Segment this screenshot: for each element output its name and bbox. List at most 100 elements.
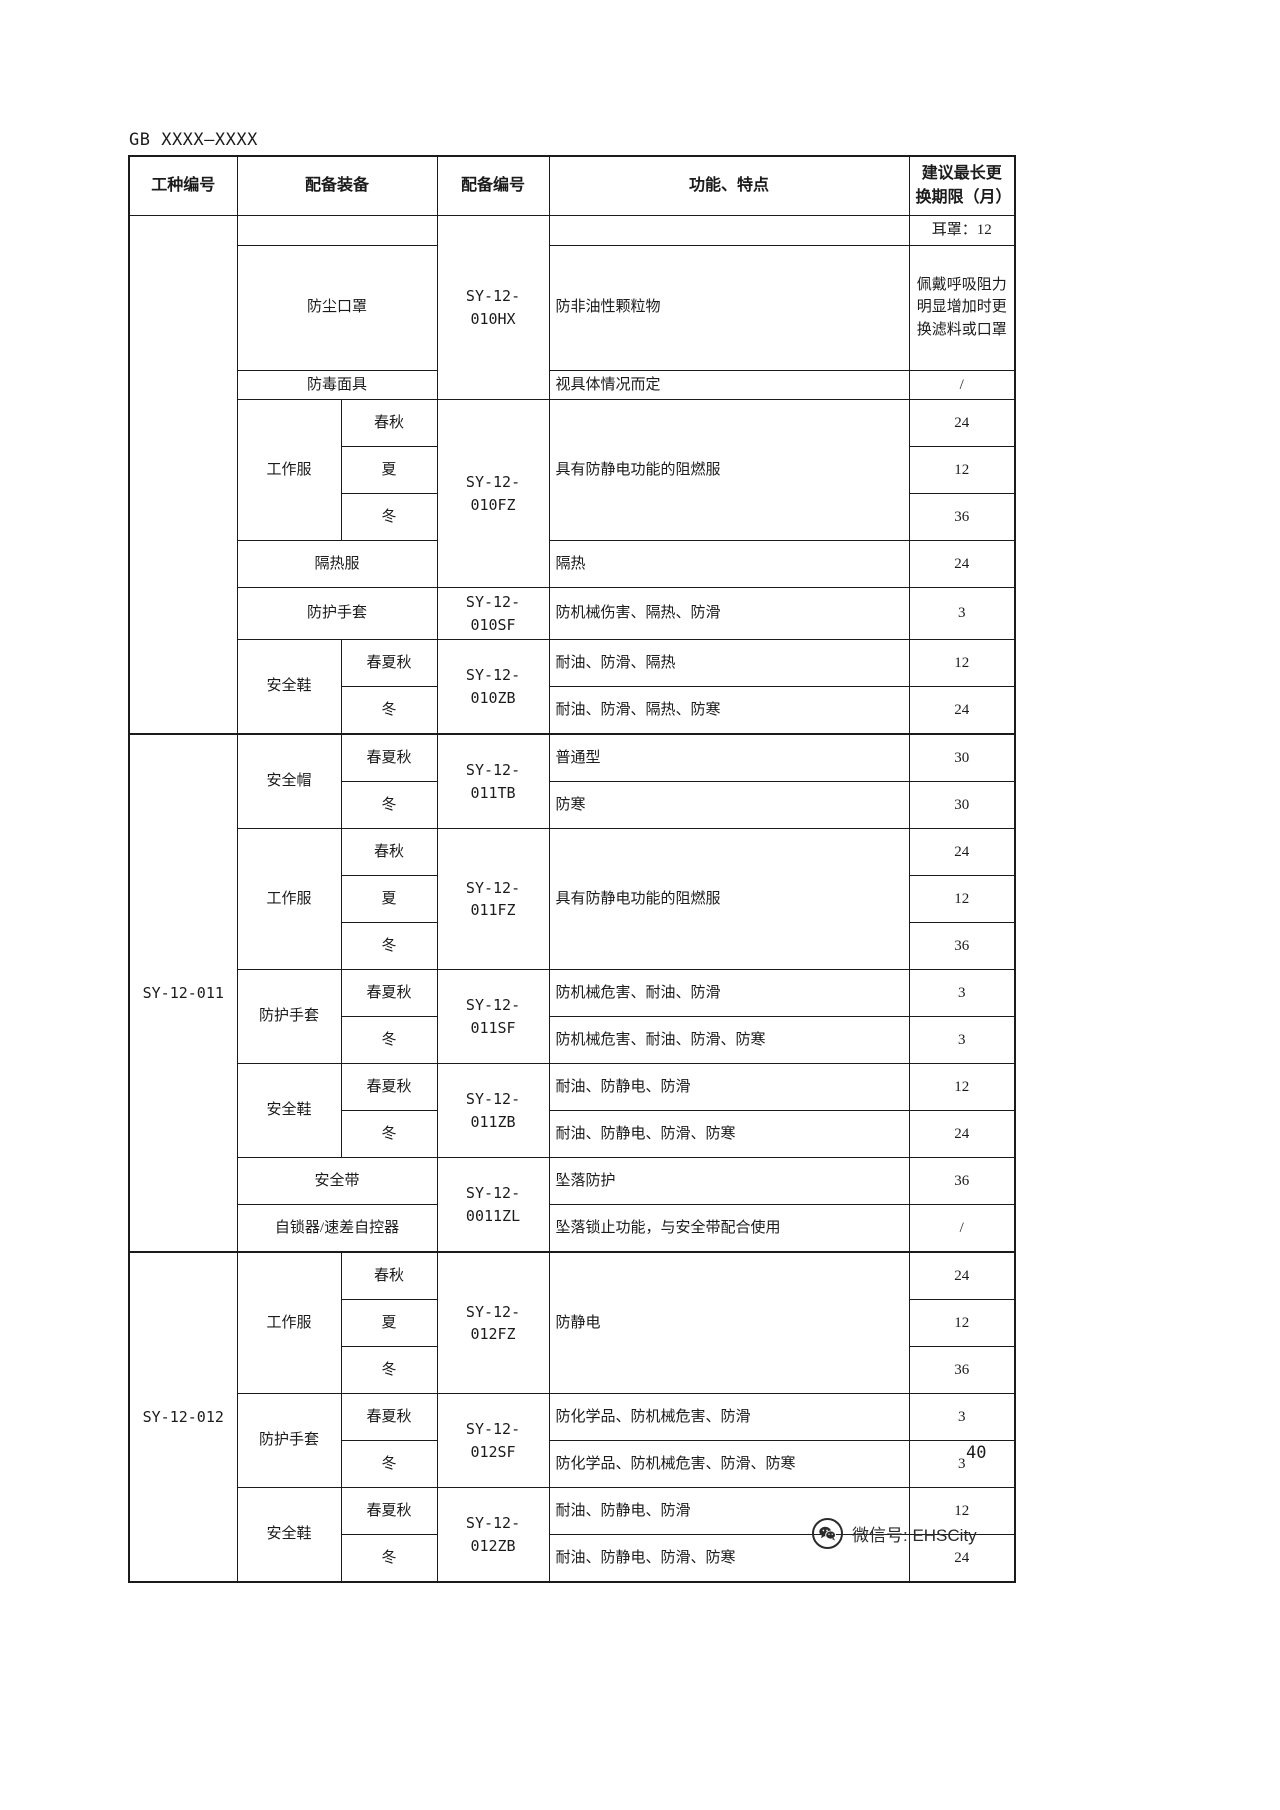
cell-season: 夏 (340, 875, 438, 923)
cell-equipment-code: SY-12-010FZ (436, 399, 550, 588)
table-row: 自锁器/速差自控器 坠落锁止功能，与安全带配合使用 / (129, 1204, 1016, 1253)
table-row: 防护手套 SY-12-010SF 防机械伤害、隔热、防滑 3 (129, 587, 1016, 640)
cell-equipment-code: SY-12-011FZ (436, 828, 550, 970)
cell-equipment-code: SY-12-0011ZL (436, 1157, 550, 1253)
table-head: 工种编号 配备装备 配备编号 功能、特点 建议最长更换期限（月） (128, 155, 1016, 216)
table-row: 工作服 春秋 SY-12-010FZ 具有防静电功能的阻燃服 24 (129, 399, 1016, 588)
table-row: 冬 耐油、防滑、隔热、防寒 24 (129, 686, 1016, 735)
cell-season: 春秋 (340, 399, 438, 447)
cell-equipment: 防护手套 (236, 587, 438, 640)
table-row: 防护手套 春夏秋 SY-12-012SF 防化学品、防机械危害、防滑 3 (129, 1393, 1016, 1488)
cell-season: 春夏秋 (340, 969, 438, 1017)
cell-season: 春夏秋 (340, 639, 438, 687)
cell-job-code: SY-12-011 (128, 733, 238, 1253)
cell-function: 防寒 (548, 781, 910, 829)
cell-function: 坠落锁止功能，与安全带配合使用 (548, 1204, 910, 1253)
table-row: 冬 防寒 30 (129, 781, 1016, 829)
cell-equipment-code: SY-12-012FZ (436, 1251, 550, 1394)
table-row: 夏 12 (129, 875, 1016, 923)
cell-season: 春夏秋 (340, 1487, 438, 1535)
table-row: 防尘口罩 防非油性颗粒物 佩戴呼吸阻力明显增加时更换滤料或口罩 (129, 244, 1016, 371)
table-row: 防护手套 春夏秋 SY-12-011SF 防机械危害、耐油、防滑 3 (129, 969, 1016, 1064)
table-row: SY-12-012 工作服 春秋 SY-12-012FZ 防静电 24 (128, 1251, 1016, 1583)
cell-period: 24 (908, 686, 1016, 735)
cell-season: 冬 (340, 1440, 438, 1488)
table-row: 冬 防机械危害、耐油、防滑、防寒 3 (129, 1016, 1016, 1064)
cell-equipment: 安全鞋 (236, 1063, 342, 1158)
cell-equipment: 防护手套 (236, 969, 342, 1064)
table-row: 工作服 春秋 SY-12-011FZ 具有防静电功能的阻燃服 24 (129, 828, 1016, 970)
cell-equipment-code: SY-12-012ZB (436, 1487, 550, 1583)
cell-equipment: 工作服 (236, 828, 342, 970)
cell-function: 具有防静电功能的阻燃服 (548, 828, 910, 970)
table-row: SY-12-010HX 耳罩：12 (128, 215, 1016, 735)
table-row: 安全带 SY-12-0011ZL 坠落防护 36 (129, 1157, 1016, 1253)
cell-equipment-code: SY-12-010SF (436, 587, 550, 640)
cell-period: / (908, 369, 1016, 400)
cell-function: 隔热 (548, 540, 910, 588)
table-body: SY-12-010HX 耳罩：12 防尘口罩 防非油性颗粒物 佩戴呼吸阻力明显增… (128, 215, 1016, 1583)
cell-equipment (236, 215, 438, 246)
cell-equipment: 防护手套 (236, 1393, 342, 1488)
cell-period: 30 (908, 781, 1016, 829)
cell-period: 36 (908, 1157, 1016, 1205)
cell-equipment: 安全鞋 (236, 639, 342, 735)
cell-function: 防化学品、防机械危害、防滑、防寒 (548, 1440, 910, 1488)
cell-season: 冬 (340, 493, 438, 541)
cell-period: 36 (908, 922, 1016, 970)
cell-season: 夏 (340, 1299, 438, 1347)
cell-equipment-code: SY-12-011ZB (436, 1063, 550, 1158)
col-header-job-code: 工种编号 (128, 155, 238, 216)
cell-function: 耐油、防静电、防滑、防寒 (548, 1110, 910, 1158)
cell-period: 3 (908, 969, 1016, 1017)
cell-season: 冬 (340, 1534, 438, 1583)
cell-equipment-code: SY-12-012SF (436, 1393, 550, 1488)
cell-period: 佩戴呼吸阻力明显增加时更换滤料或口罩 (908, 244, 1016, 371)
cell-season: 冬 (340, 781, 438, 829)
cell-period: 30 (908, 733, 1016, 782)
cell-period: 12 (908, 1487, 1016, 1535)
cell-period: 24 (908, 828, 1016, 876)
ppe-table-container: 工种编号 配备装备 配备编号 功能、特点 建议最长更换期限（月） SY-12-0… (128, 155, 1017, 1583)
cell-period: 12 (908, 446, 1016, 494)
table-row: 安全鞋 春夏秋 SY-12-012ZB 耐油、防静电、防滑 12 (129, 1487, 1016, 1583)
table-row: 防毒面具 视具体情况而定 / (129, 369, 1016, 400)
cell-period: 3 (908, 587, 1016, 640)
cell-season: 冬 (340, 686, 438, 735)
cell-function: 防化学品、防机械危害、防滑 (548, 1393, 910, 1441)
cell-period: 24 (908, 1534, 1016, 1583)
cell-function: 防机械危害、耐油、防滑 (548, 969, 910, 1017)
cell-season: 冬 (340, 1110, 438, 1158)
cell-equipment: 隔热服 (236, 540, 438, 588)
table-row: 冬 36 (129, 922, 1016, 970)
cell-period: 24 (908, 1110, 1016, 1158)
cell-period: 24 (908, 540, 1016, 588)
cell-equipment-code: SY-12-010HX (436, 215, 550, 400)
cell-function: 防机械伤害、隔热、防滑 (548, 587, 910, 640)
table-row: 冬 耐油、防静电、防滑、防寒 24 (129, 1110, 1016, 1158)
page-number: 40 (966, 1443, 987, 1463)
cell-period: 36 (908, 1346, 1016, 1394)
cell-period: 24 (908, 399, 1016, 447)
cell-equipment-code: SY-12-011TB (436, 733, 550, 829)
cell-season: 春夏秋 (340, 1063, 438, 1111)
cell-season: 春夏秋 (340, 1393, 438, 1441)
cell-equipment: 安全鞋 (236, 1487, 342, 1583)
table-row: 冬 36 (129, 493, 1016, 541)
cell-equipment: 安全带 (236, 1157, 438, 1205)
table-row: 夏 12 (129, 446, 1016, 494)
wechat-icon (812, 1518, 843, 1549)
col-header-equipment: 配备装备 (236, 155, 438, 216)
cell-equipment-code: SY-12-011SF (436, 969, 550, 1064)
cell-equipment: 工作服 (236, 1251, 342, 1394)
cell-period: 12 (908, 1299, 1016, 1347)
standard-header: GB XXXX—XXXX (129, 130, 258, 150)
wechat-label: 微信号: EHSCity (852, 1526, 977, 1545)
col-header-function: 功能、特点 (548, 155, 910, 216)
cell-equipment: 防尘口罩 (236, 244, 438, 371)
cell-function: 防非油性颗粒物 (548, 244, 910, 371)
cell-equipment: 自锁器/速差自控器 (236, 1204, 438, 1253)
wechat-watermark: 微信号: EHSCity (812, 1518, 977, 1549)
cell-period: 12 (908, 875, 1016, 923)
cell-period: 12 (908, 639, 1016, 687)
